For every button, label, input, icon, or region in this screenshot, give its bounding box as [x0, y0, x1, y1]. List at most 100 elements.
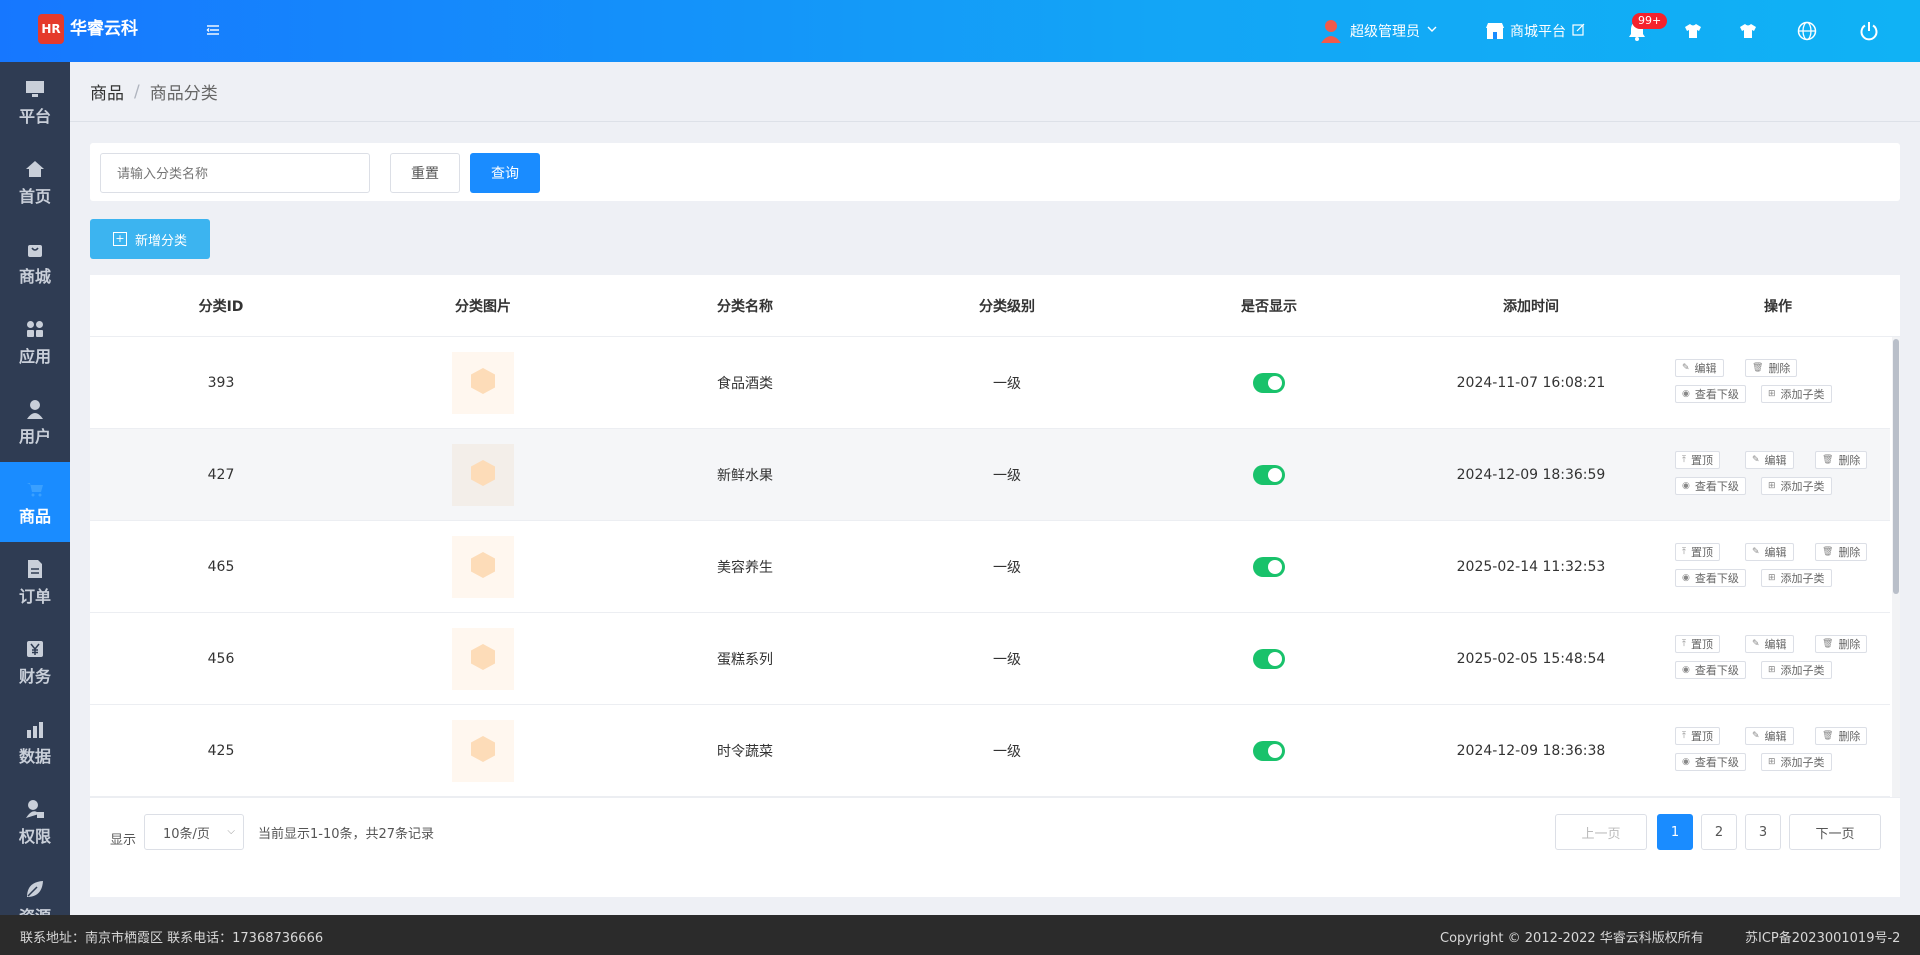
add-child-button[interactable]: ⊞ 添加子类 — [1761, 569, 1832, 587]
row-actions: ⤒ 置顶 ✎ 编辑 🗑 删除 ◉ 查看下级 ⊞ 添加子类 — [1675, 727, 1885, 777]
apps-icon — [24, 318, 46, 340]
sidebar-item-orders[interactable]: 订单 — [0, 542, 70, 622]
trash-icon: 🗑 — [1822, 731, 1834, 741]
edit-button[interactable]: ✎ 编辑 — [1675, 359, 1724, 377]
edit-button[interactable]: ✎ 编辑 — [1745, 635, 1794, 653]
pin-top-button[interactable]: ⤒ 置顶 — [1675, 543, 1720, 561]
notification-button[interactable] — [1626, 0, 1648, 62]
prev-page-button[interactable]: 上一页 — [1555, 814, 1647, 850]
add-child-button[interactable]: ⊞ 添加子类 — [1761, 753, 1832, 771]
sidebar-item-mall[interactable]: 商城 — [0, 222, 70, 302]
category-image[interactable] — [452, 720, 514, 782]
sidebar-item-products[interactable]: 商品 — [0, 462, 70, 542]
add-child-button[interactable]: ⊞ 添加子类 — [1761, 661, 1832, 679]
menu-toggle-icon[interactable] — [205, 22, 223, 40]
image-placeholder-icon — [470, 735, 496, 767]
breadcrumb-current: 商品分类 — [149, 84, 218, 104]
visibility-toggle[interactable] — [1253, 557, 1285, 577]
cell-id: 465 — [207, 559, 235, 575]
footer-icp[interactable]: 苏ICP备2023001019号-2 — [1745, 931, 1901, 946]
sidebar-item-label: 数据 — [18, 746, 51, 766]
breadcrumb-parent[interactable]: 商品 — [90, 84, 124, 104]
user-name: 超级管理员 — [1350, 24, 1420, 40]
delete-button[interactable]: 🗑 删除 — [1745, 359, 1798, 377]
category-search-input[interactable] — [100, 153, 370, 193]
visibility-toggle[interactable] — [1253, 373, 1285, 393]
query-button[interactable]: 查询 — [470, 153, 540, 193]
view-children-button[interactable]: ◉ 查看下级 — [1675, 385, 1746, 403]
plus-square-icon: ⊞ — [1768, 389, 1776, 399]
shirt-button-1[interactable] — [1682, 0, 1704, 62]
add-child-button[interactable]: ⊞ 添加子类 — [1761, 477, 1832, 495]
view-children-button[interactable]: ◉ 查看下级 — [1675, 569, 1746, 587]
page-button-1[interactable]: 1 — [1657, 814, 1693, 850]
sidebar-item-home[interactable]: 首页 — [0, 142, 70, 222]
user-menu[interactable]: 超级管理员 — [1320, 0, 1438, 62]
cell-id: 427 — [207, 467, 235, 483]
language-button[interactable] — [1796, 0, 1818, 62]
pin-top-button[interactable]: ⤒ 置顶 — [1675, 451, 1720, 469]
pin-top-button[interactable]: ⤒ 置顶 — [1675, 635, 1720, 653]
page-button-3[interactable]: 3 — [1745, 814, 1781, 850]
pagination: 显示 10条/页 ⌵ 当前显示1-10条，共27条记录 上一页 1 2 3 下一… — [90, 797, 1900, 867]
pin-top-icon: ⤒ — [1682, 547, 1686, 557]
sidebar-item-platform[interactable]: 平台 — [0, 62, 70, 142]
column-header: 分类名称 — [717, 299, 773, 315]
sidebar-item-label: 订单 — [18, 586, 51, 606]
page-button-2[interactable]: 2 — [1701, 814, 1737, 850]
plus-square-icon: ⊞ — [1768, 573, 1776, 583]
pin-top-button[interactable]: ⤒ 置顶 — [1675, 727, 1720, 745]
edit-button[interactable]: ✎ 编辑 — [1745, 451, 1794, 469]
table-scrollbar[interactable] — [1892, 337, 1900, 797]
view-children-button[interactable]: ◉ 查看下级 — [1675, 661, 1746, 679]
delete-button[interactable]: 🗑 删除 — [1815, 635, 1868, 653]
visibility-toggle[interactable] — [1253, 465, 1285, 485]
view-children-button[interactable]: ◉ 查看下级 — [1675, 477, 1746, 495]
cell-image — [352, 521, 614, 613]
sidebar-item-data[interactable]: 数据 — [0, 702, 70, 782]
edit-icon: ✎ — [1752, 547, 1760, 557]
logout-button[interactable] — [1858, 0, 1880, 62]
reset-button[interactable]: 重置 — [390, 153, 460, 193]
cell-time: 2025-02-14 11:32:53 — [1456, 559, 1606, 575]
cell-level: 一级 — [993, 376, 1021, 392]
sidebar-item-apps[interactable]: 应用 — [0, 302, 70, 382]
trash-icon: 🗑 — [1822, 547, 1834, 557]
image-placeholder-icon — [470, 367, 496, 399]
platform-link[interactable]: 商城平台 — [1484, 0, 1585, 62]
visibility-toggle[interactable] — [1253, 649, 1285, 669]
brand-name: 华睿云科 — [70, 19, 138, 39]
delete-button[interactable]: 🗑 删除 — [1815, 451, 1868, 469]
cell-level: 一级 — [993, 560, 1021, 576]
cell-visible — [1138, 521, 1400, 613]
delete-button[interactable]: 🗑 删除 — [1815, 543, 1868, 561]
edit-button[interactable]: ✎ 编辑 — [1745, 727, 1794, 745]
scrollbar-thumb[interactable] — [1893, 339, 1899, 594]
next-page-button[interactable]: 下一页 — [1789, 814, 1881, 850]
page-size-select[interactable]: 10条/页 ⌵ — [144, 814, 244, 850]
sidebar-item-resources[interactable]: 资源 — [0, 862, 70, 915]
edit-icon: ✎ — [1682, 363, 1690, 373]
cell-time: 2025-02-05 15:48:54 — [1456, 651, 1606, 667]
delete-button[interactable]: 🗑 删除 — [1815, 727, 1868, 745]
table-row: 425 时令蔬菜 一级 2024-12-09 18:36:38 ⤒ 置顶 ✎ 编辑 🗑 删除 ◉ 查看… — [90, 705, 1890, 797]
add-category-button[interactable]: + 新增分类 — [90, 219, 210, 259]
search-panel: 重置 查询 — [90, 143, 1900, 201]
view-children-button[interactable]: ◉ 查看下级 — [1675, 753, 1746, 771]
top-header: HR 华睿云科 超级管理员 商城平台 99+ — [0, 0, 1920, 62]
visibility-toggle[interactable] — [1253, 741, 1285, 761]
sidebar-item-permissions[interactable]: 权限 — [0, 782, 70, 862]
sidebar-item-users[interactable]: 用户 — [0, 382, 70, 462]
category-image[interactable] — [452, 536, 514, 598]
edit-button[interactable]: ✎ 编辑 — [1745, 543, 1794, 561]
cell-name: 美容养生 — [717, 560, 773, 576]
cell-name: 蛋糕系列 — [717, 652, 773, 668]
sidebar-item-finance[interactable]: 财务 — [0, 622, 70, 702]
category-image[interactable] — [452, 352, 514, 414]
category-image[interactable] — [452, 628, 514, 690]
shirt-button-2[interactable] — [1737, 0, 1759, 62]
brand-logo[interactable]: HR 华睿云科 — [38, 14, 138, 44]
add-child-button[interactable]: ⊞ 添加子类 — [1761, 385, 1832, 403]
cart-icon — [24, 478, 46, 500]
category-image[interactable] — [452, 444, 514, 506]
